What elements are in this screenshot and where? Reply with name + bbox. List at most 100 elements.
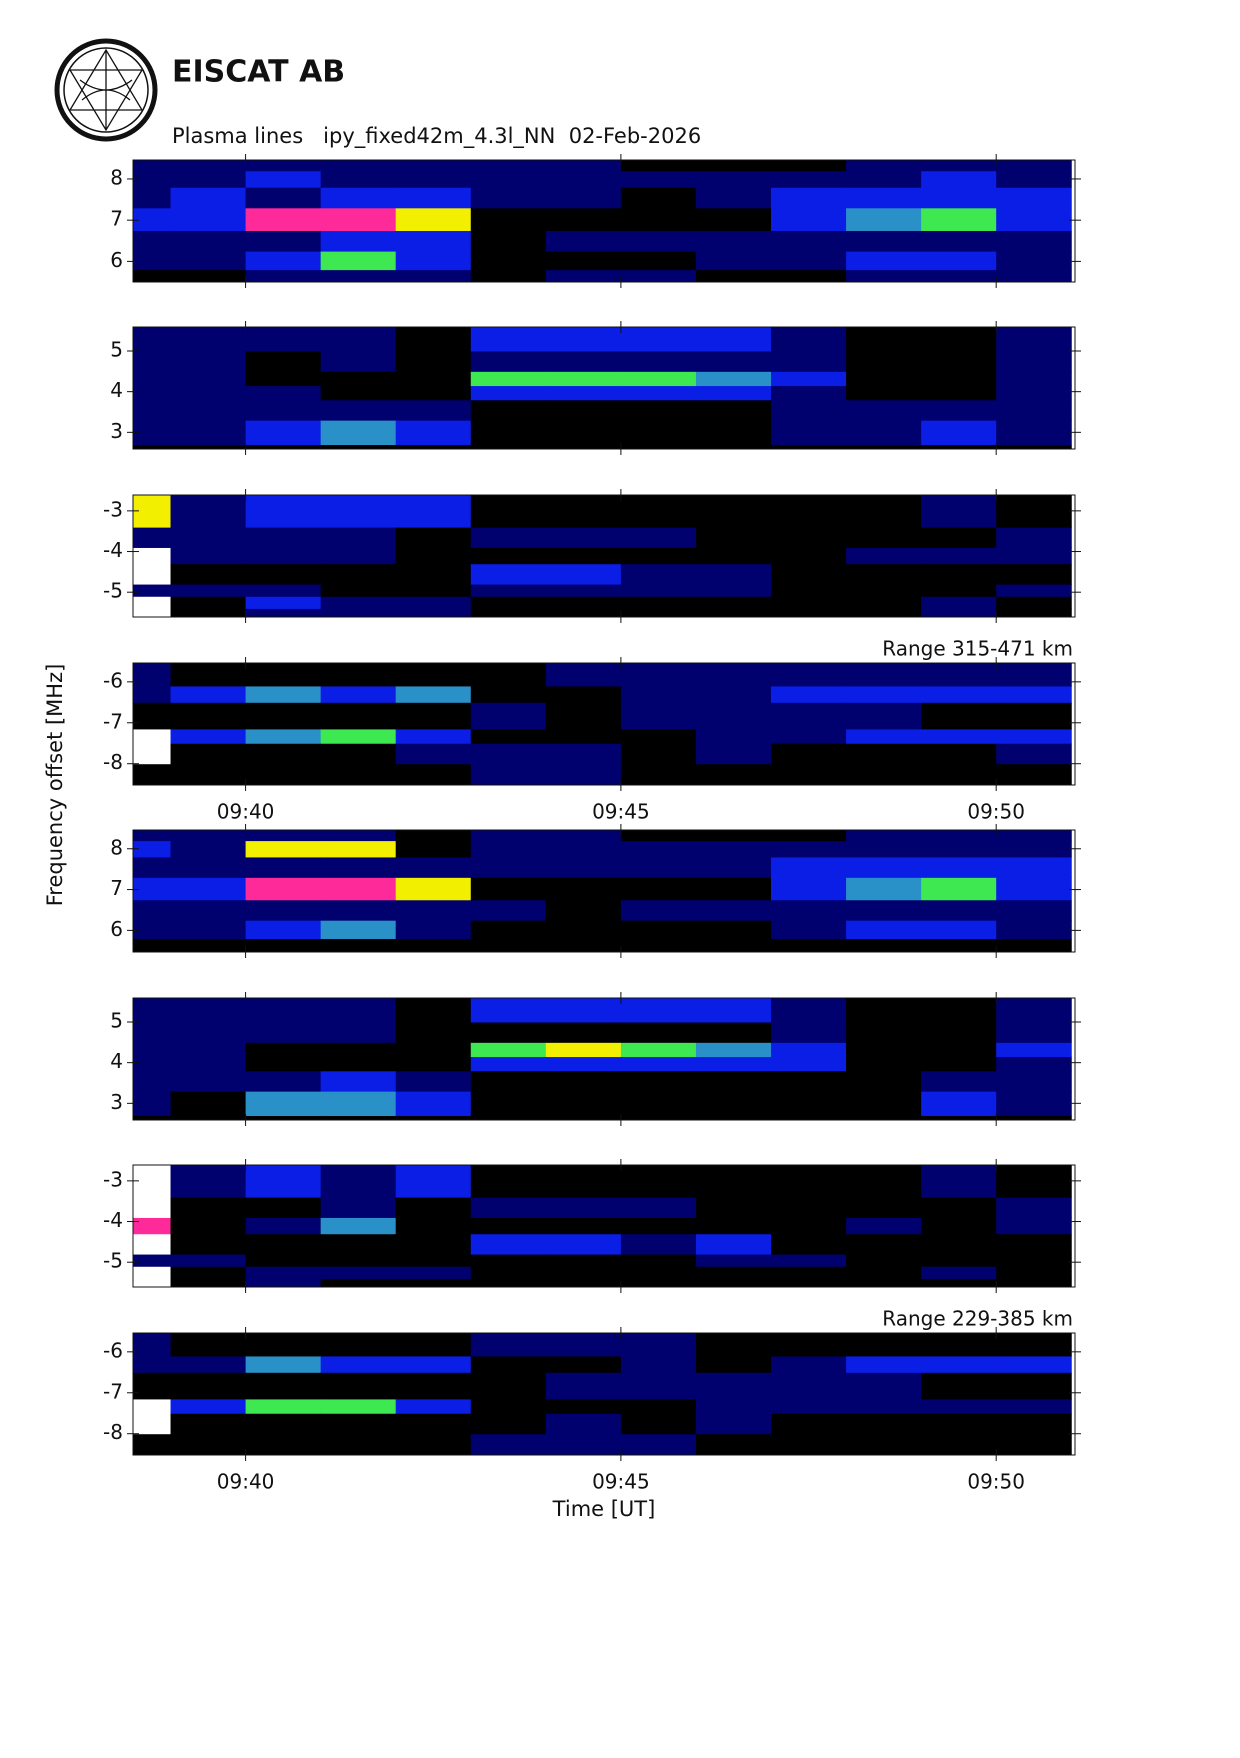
heatmap-cell [996, 187, 1072, 209]
heatmap-cell [170, 728, 247, 744]
heatmap-cell [470, 547, 547, 565]
heatmap-cell [771, 1091, 847, 1117]
heatmap-cell [846, 1355, 922, 1373]
heatmap-cell [996, 856, 1072, 878]
heatmap-cell [320, 207, 397, 231]
heatmap-cell [996, 251, 1072, 271]
y-tick-label: 8 [110, 835, 123, 859]
heatmap-cell [846, 207, 922, 231]
heatmap-cell [846, 830, 922, 842]
heatmap-cell [620, 743, 697, 765]
heatmap-cell [695, 840, 772, 858]
heatmap-cell [545, 160, 622, 172]
heatmap-cell [921, 584, 997, 597]
heatmap-cell [395, 251, 472, 271]
heatmap-cell [470, 1254, 547, 1267]
heatmap-cell [245, 327, 322, 352]
heatmap-cell [133, 840, 172, 858]
heatmap-cell [245, 1115, 322, 1121]
heatmap-cell [170, 1398, 247, 1414]
heatmap-cell [846, 1433, 922, 1456]
heatmap-cell [245, 160, 322, 172]
heatmap-cell [133, 1217, 172, 1235]
heatmap-cell [921, 547, 997, 565]
heatmap-cell [470, 1091, 547, 1117]
heatmap-cell [771, 899, 847, 921]
heatmap-cell [320, 495, 397, 528]
heatmap-cell [771, 547, 847, 565]
heatmap-cell [620, 1254, 697, 1267]
heatmap-cell [695, 1413, 772, 1435]
heatmap-cell [245, 251, 322, 271]
heatmap-cell [921, 1398, 997, 1414]
heatmap-cell [545, 385, 622, 401]
heatmap-cell [846, 1070, 922, 1092]
heatmap-cell [846, 1254, 922, 1267]
heatmap-cell [846, 596, 922, 609]
heatmap-cell [695, 877, 772, 901]
heatmap-cell [996, 1278, 1072, 1288]
heatmap-cell [846, 1165, 922, 1198]
heatmap-cell [245, 230, 322, 252]
x-axis-label: Time [UT] [552, 1497, 656, 1521]
heatmap-cell [470, 877, 547, 901]
heatmap-cell [470, 1266, 547, 1279]
heatmap-cell [771, 1254, 847, 1267]
heatmap-cell [395, 495, 472, 528]
heatmap-cell [921, 327, 997, 352]
heatmap-cell [996, 1115, 1072, 1121]
heatmap-cell [545, 877, 622, 901]
heatmap-cell [170, 1197, 247, 1218]
heatmap-cell [170, 527, 247, 548]
heatmap-cell [395, 830, 472, 842]
heatmap-cell [620, 187, 697, 209]
heatmap-cell [771, 371, 847, 387]
heatmap-cell [133, 420, 172, 446]
heatmap-cell [395, 1091, 472, 1117]
heatmap-cell [545, 702, 622, 730]
heatmap-cell [846, 230, 922, 252]
heatmap-cell [620, 840, 697, 858]
heatmap-cell [771, 230, 847, 252]
heatmap-cell [846, 998, 922, 1023]
heatmap-cell [846, 1091, 922, 1117]
heatmap-cell [545, 830, 622, 842]
heatmap-cell [320, 608, 397, 618]
heatmap-cell [996, 563, 1072, 585]
heatmap-cell [695, 327, 772, 352]
heatmap-cell [545, 1165, 622, 1198]
axes-frame [132, 997, 1076, 1121]
heatmap-cell [133, 663, 172, 687]
heatmap-cell [170, 230, 247, 252]
heatmap-cell [320, 1413, 397, 1435]
heatmap-cell [620, 444, 697, 450]
heatmap-cell [996, 527, 1072, 548]
heatmap-cell [170, 1115, 247, 1121]
heatmap-cell [771, 1398, 847, 1414]
heatmap-cell [133, 998, 172, 1023]
heatmap-cell [245, 1042, 322, 1058]
heatmap-cell [170, 1056, 247, 1072]
heatmap-cell [320, 584, 397, 597]
heatmap-cell [545, 230, 622, 252]
heatmap-cell [996, 327, 1072, 352]
heatmap-cell [620, 385, 697, 401]
heatmap-cell [620, 728, 697, 744]
heatmap-cell [245, 1091, 322, 1117]
heatmap-cell [133, 251, 172, 271]
heatmap-cell [245, 596, 322, 609]
heatmap-cell [170, 702, 247, 730]
heatmap-cell [771, 1333, 847, 1357]
x-tick-label: 09:45 [592, 800, 650, 824]
heatmap-cell [996, 399, 1072, 421]
heatmap-cell [170, 1266, 247, 1279]
heatmap-cell [545, 495, 622, 528]
heatmap-cell [921, 830, 997, 842]
heatmap-cell [395, 1433, 472, 1456]
heatmap-cell [771, 840, 847, 858]
heatmap-cell [545, 187, 622, 209]
heatmap-cell [545, 327, 622, 352]
heatmap-cell [133, 170, 172, 188]
heatmap-cell [846, 1115, 922, 1121]
y-tick-label: 3 [110, 419, 123, 443]
